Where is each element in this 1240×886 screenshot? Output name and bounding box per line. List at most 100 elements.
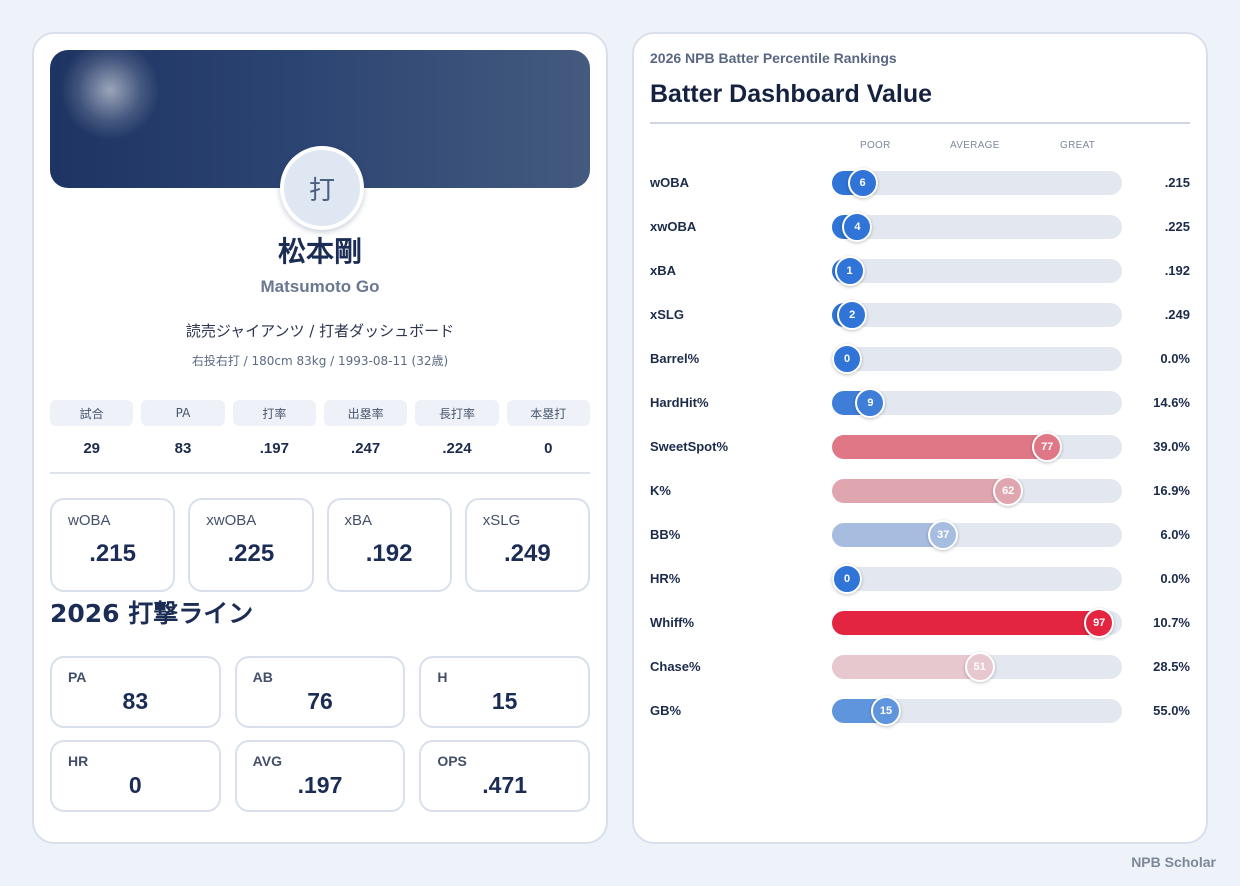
percentile-stat-value: 14.6% <box>1153 395 1190 410</box>
expected-stat-xba: xBA .192 <box>326 498 452 592</box>
percentile-fill <box>832 435 1063 459</box>
percentile-metric-label: xSLG <box>650 307 684 322</box>
percentile-knob: 62 <box>993 476 1024 506</box>
percentile-stat-value: 16.9% <box>1153 483 1190 498</box>
expected-stat-xslg: xSLG .249 <box>464 498 590 592</box>
percentile-metric-label: HR% <box>650 571 681 586</box>
percentile-row: K% 62 16.9% <box>650 476 1190 506</box>
percentile-knob: 15 <box>871 696 901 726</box>
batting-line-label: AVG <box>252 753 282 769</box>
player-name-en: Matsumoto Go <box>260 277 380 296</box>
player-name-jp: 松本剛 <box>277 235 362 268</box>
percentile-knob: 77 <box>1032 432 1063 462</box>
percentile-track: 77 <box>832 432 1122 462</box>
percentile-row: xBA 1 .192 <box>650 256 1190 286</box>
rankings-divider <box>650 122 1190 124</box>
batting-line-label: H <box>437 669 448 685</box>
percentile-row: HR% 0 0.0% <box>650 564 1190 594</box>
rankings-subtitle: 2026 NPB Batter Percentile Rankings <box>650 50 897 66</box>
percentile-knob: 0 <box>832 564 862 594</box>
percentile-track: 37 <box>832 520 1122 550</box>
player-profile-card: 打 松本剛 Matsumoto Go 読売ジャイアンツ / 打者ダッシュボード … <box>32 32 608 844</box>
percentile-track: 62 <box>832 476 1122 506</box>
expected-stat-label: xwOBA <box>206 512 257 529</box>
percentile-stat-value: 0.0% <box>1160 571 1190 586</box>
summary-header-cell: 本塁打 <box>506 400 590 426</box>
scale-label-great: GREAT <box>1060 140 1096 151</box>
expected-stat-woba: wOBA .215 <box>50 498 176 592</box>
batting-line-value: .197 <box>297 772 343 798</box>
avatar: 打 <box>280 146 364 230</box>
team-line: 読売ジャイアンツ / 打者ダッシュボード <box>185 322 455 340</box>
expected-stat-value: .249 <box>504 540 551 567</box>
percentile-knob: 51 <box>964 652 995 682</box>
percentile-track: 6 <box>832 168 1122 198</box>
summary-value-cell: .247 <box>351 439 381 457</box>
batting-line-grid: PA 83 AB 76 H 15 HR 0 AVG .197 OPS .471 <box>50 656 590 812</box>
percentile-knob: 9 <box>855 388 886 418</box>
percentile-stat-value: 28.5% <box>1153 659 1190 674</box>
percentile-stat-value: 39.0% <box>1153 439 1190 454</box>
percentile-metric-label: wOBA <box>650 175 689 190</box>
percentile-row: xSLG 2 .249 <box>650 300 1190 330</box>
percentile-track: 97 <box>832 608 1122 638</box>
percentile-stat-value: .225 <box>1164 219 1190 234</box>
percentile-row: SweetSpot% 77 39.0% <box>650 432 1190 462</box>
batting-line-value: 83 <box>122 688 149 714</box>
expected-stat-xwoba: xwOBA .225 <box>188 498 314 592</box>
percentile-track: 0 <box>832 344 1122 374</box>
batting-line-hr: HR 0 <box>50 740 221 812</box>
batting-line-value: .471 <box>482 772 528 798</box>
batting-line-label: AB <box>252 669 273 685</box>
summary-header-cell: 出塁率 <box>323 400 408 426</box>
scale-label-poor: POOR <box>860 140 891 151</box>
percentile-knob: 6 <box>847 168 878 198</box>
percentile-row: xwOBA 4 .225 <box>650 212 1190 242</box>
percentile-metric-label: Barrel% <box>650 351 700 366</box>
percentile-knob: 1 <box>834 256 865 286</box>
batting-line-value: 0 <box>128 772 142 798</box>
percentile-stat-value: 55.0% <box>1153 703 1190 718</box>
summary-header-cell: 試合 <box>50 400 134 426</box>
percentile-track: 2 <box>832 300 1122 330</box>
percentile-track: 15 <box>832 696 1122 726</box>
summary-value-cell: 29 <box>83 439 100 457</box>
percentile-row: GB% 15 55.0% <box>650 696 1190 726</box>
percentile-stat-value: 0.0% <box>1160 351 1190 366</box>
expected-stat-label: xSLG <box>482 512 521 529</box>
profile-line: 右投右打 / 180cm 83kg / 1993-08-11 (32歳) <box>191 354 449 368</box>
summary-value-cell: .197 <box>259 439 289 457</box>
scale-label-average: AVERAGE <box>950 140 1000 151</box>
percentile-metric-label: GB% <box>650 703 682 718</box>
percentile-knob: 4 <box>842 212 873 242</box>
percentile-metric-label: BB% <box>650 527 681 542</box>
percentile-stat-value: .215 <box>1164 175 1190 190</box>
percentile-row: HardHit% 9 14.6% <box>650 388 1190 418</box>
percentile-row: BB% 37 6.0% <box>650 520 1190 550</box>
summary-stats-table: 試合 PA 打率 出塁率 長打率 本塁打 29 83 .197 .247 .22… <box>50 400 590 474</box>
banner-glow <box>60 50 160 140</box>
percentile-track: 9 <box>832 388 1122 418</box>
batting-line-ab: AB 76 <box>234 656 406 728</box>
percentile-row: Whiff% 97 10.7% <box>650 608 1190 638</box>
percentile-metric-label: HardHit% <box>650 395 709 410</box>
expected-stat-value: .225 <box>227 540 275 567</box>
percentile-stat-value: 10.7% <box>1153 615 1190 630</box>
summary-header-cell: 打率 <box>232 400 316 426</box>
percentile-metric-label: K% <box>650 483 671 498</box>
percentile-track: 1 <box>832 256 1122 286</box>
batting-line-title: 2026 打撃ライン <box>50 599 254 628</box>
percentile-fill <box>832 611 1115 635</box>
expected-stat-value: .215 <box>89 540 136 567</box>
percentile-knob: 97 <box>1084 608 1115 638</box>
expected-stat-label: xBA <box>344 512 373 529</box>
percentile-row: wOBA 6 .215 <box>650 168 1190 198</box>
percentile-stat-value: .249 <box>1164 307 1190 322</box>
batting-line-value: 76 <box>307 688 333 714</box>
summary-header-cell: 長打率 <box>415 400 499 426</box>
rankings-title: Batter Dashboard Value <box>650 80 933 108</box>
batting-line-pa: PA 83 <box>50 656 221 728</box>
batting-line-label: PA <box>68 669 87 685</box>
percentile-track: 51 <box>832 652 1122 682</box>
percentile-knob: 0 <box>832 344 862 374</box>
